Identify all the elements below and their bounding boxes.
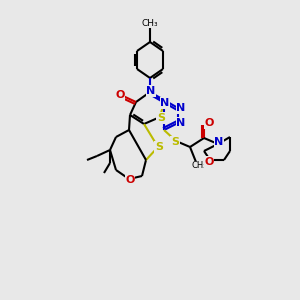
- Text: S: S: [157, 113, 165, 123]
- Text: N: N: [176, 118, 186, 128]
- Text: N: N: [176, 103, 186, 113]
- Text: O: O: [115, 90, 125, 100]
- Text: S: S: [171, 137, 179, 147]
- Text: CH₃: CH₃: [191, 161, 207, 170]
- Text: O: O: [204, 157, 214, 167]
- Text: N: N: [146, 86, 156, 96]
- Text: N: N: [214, 137, 224, 147]
- Text: CH₃: CH₃: [142, 19, 158, 28]
- Text: S: S: [155, 142, 163, 152]
- Text: O: O: [125, 175, 135, 185]
- Text: N: N: [160, 98, 169, 108]
- Text: O: O: [204, 118, 214, 128]
